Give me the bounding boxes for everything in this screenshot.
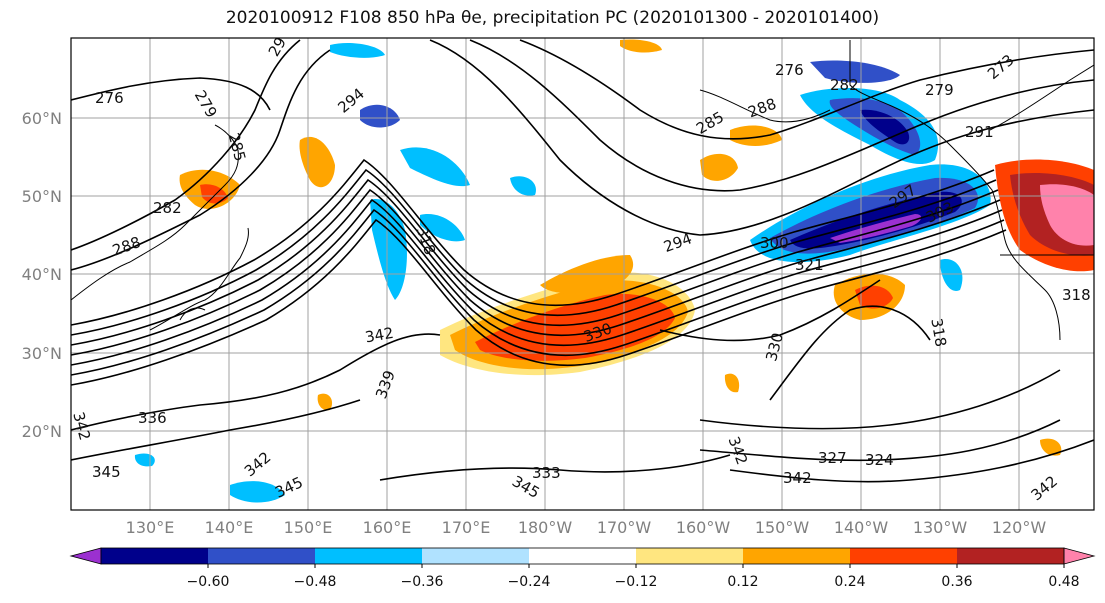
negative-anomaly-region	[510, 176, 536, 196]
colorbar-tick-label: 0.12	[727, 574, 758, 590]
negative-anomaly-region	[230, 481, 285, 503]
positive-anomaly-region	[1040, 438, 1062, 456]
contour-label: 342	[783, 469, 812, 487]
contour-label: 282	[830, 76, 859, 94]
latitude-label: 20°N	[22, 422, 62, 441]
latitude-label: 60°N	[22, 109, 62, 128]
longitude-label: 160°W	[676, 518, 731, 537]
longitude-label: 170°E	[442, 518, 491, 537]
longitude-label: 180°W	[518, 518, 573, 537]
colorbar-tick-label: −0.60	[187, 574, 230, 590]
positive-anomaly-region	[620, 39, 662, 53]
negative-anomaly-region	[830, 214, 922, 243]
longitude-label: 130°W	[913, 518, 968, 537]
colorbar-segment	[850, 548, 958, 564]
colorbar-segment	[743, 548, 851, 564]
colorbar-tick-label: −0.36	[401, 574, 444, 590]
contour-label: 345	[92, 463, 121, 481]
colorbar-tick-label: 0.36	[941, 574, 972, 590]
colorbar-tick-label: 0.24	[834, 574, 865, 590]
colorbar-tick-label: −0.12	[615, 574, 658, 590]
latitude-label: 40°N	[22, 265, 62, 284]
contour-label: 324	[865, 451, 894, 469]
contour-label: 279	[925, 81, 954, 99]
colorbar-segment	[208, 548, 316, 564]
contour-label: 318	[1062, 286, 1091, 304]
latitude-label: 50°N	[22, 187, 62, 206]
contour-label: 336	[138, 409, 167, 427]
contour-label: 318	[927, 317, 950, 348]
colorbar-segment	[529, 548, 637, 564]
colorbar-segment	[636, 548, 744, 564]
contour-label: 342	[69, 410, 94, 442]
longitude-axis: 130°E 140°E 150°E 160°E 170°E 180°W 170°…	[126, 518, 1047, 537]
map-title: 2020100912 F108 850 hPa θe, precipitatio…	[225, 8, 880, 28]
colorbar-segment	[422, 548, 530, 564]
latitude-axis: 60°N 50°N 40°N 30°N 20°N	[22, 109, 62, 441]
map-content: 276 279 285 282 288 294 29 294 276 282 2…	[69, 38, 1094, 510]
contour-label: 300	[760, 234, 789, 252]
contour-label: 327	[818, 449, 847, 467]
colorbar-tick-label: 0.48	[1048, 574, 1079, 590]
negative-anomaly-region	[330, 43, 385, 58]
positive-anomaly-region	[1040, 184, 1094, 246]
latitude-label: 30°N	[22, 344, 62, 363]
contour-label: 276	[95, 89, 124, 107]
contour-label: 342	[364, 324, 395, 347]
contour-label: 321	[795, 256, 824, 274]
theta-e-contours	[71, 39, 1094, 483]
contour-label: 282	[153, 199, 182, 217]
positive-anomaly-region	[724, 373, 740, 393]
longitude-label: 150°W	[755, 518, 810, 537]
colorbar-tick-label: −0.48	[294, 574, 337, 590]
longitude-label: 140°W	[834, 518, 889, 537]
contour-label: 333	[532, 464, 561, 482]
negative-anomaly-region	[360, 104, 400, 128]
negative-anomaly-region	[420, 214, 465, 242]
colorbar-segment	[957, 548, 1065, 564]
colorbar-tick-labels: −0.60 −0.48 −0.36 −0.24 −0.12 0.12 0.24 0.36 0.4…	[187, 574, 1080, 590]
colorbar	[69, 547, 1096, 568]
longitude-label: 120°W	[992, 518, 1047, 537]
colorbar-tick-label: −0.24	[508, 574, 551, 590]
longitude-label: 140°E	[205, 518, 254, 537]
colorbar-arrow-low	[69, 547, 102, 565]
colorbar-frame	[100, 547, 1065, 565]
positive-anomaly-region	[855, 285, 893, 309]
positive-anomaly-region	[730, 125, 782, 146]
longitude-label: 170°W	[597, 518, 652, 537]
colorbar-segment	[101, 548, 209, 564]
negative-anomaly-region	[400, 147, 470, 187]
colorbar-segment	[315, 548, 423, 564]
contour-label: 276	[775, 61, 804, 79]
positive-anomaly-region	[317, 393, 333, 411]
contour-label: 291	[965, 123, 994, 141]
longitude-label: 150°E	[284, 518, 333, 537]
negative-anomaly-region	[940, 259, 963, 291]
longitude-label: 130°E	[126, 518, 175, 537]
longitude-label: 160°E	[363, 518, 412, 537]
map-frame	[70, 37, 1095, 511]
positive-anomaly-region	[700, 153, 738, 181]
negative-anomaly-region	[810, 60, 900, 83]
colorbar-arrow-high	[1063, 547, 1096, 565]
